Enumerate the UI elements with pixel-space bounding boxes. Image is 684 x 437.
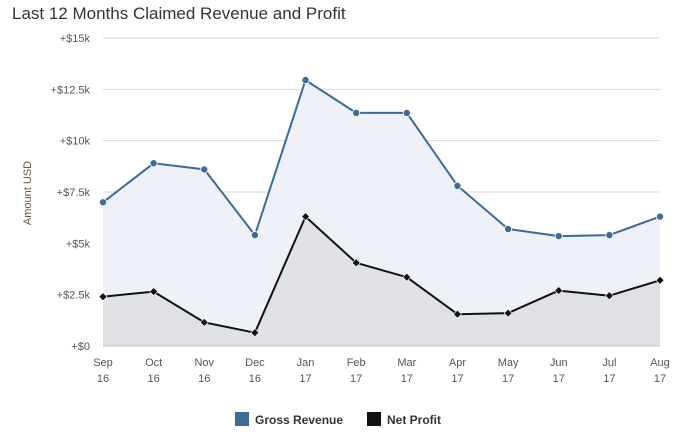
gross-revenue-point	[99, 198, 108, 207]
gross-revenue-point	[200, 165, 209, 174]
x-tick-label: 17	[401, 373, 413, 385]
y-tick-label: +$7.5k	[57, 187, 91, 199]
y-tick-label: +$12.5k	[51, 84, 91, 96]
gross-revenue-point	[301, 76, 310, 85]
x-tick-label: Feb	[347, 357, 366, 369]
x-tick-label: 17	[350, 373, 362, 385]
x-tick-label: Mar	[397, 357, 416, 369]
gross-revenue-point	[656, 212, 665, 221]
net-profit-point	[149, 287, 159, 297]
y-tick-label: +$5k	[66, 238, 91, 250]
net-profit-point	[554, 286, 564, 295]
x-tick-label: May	[498, 357, 519, 369]
y-tick-label: +$15k	[60, 33, 91, 45]
series-lines	[102, 79, 661, 334]
net-profit-point	[503, 308, 513, 318]
x-tick-label: 16	[249, 373, 261, 385]
gross-revenue-point	[149, 159, 158, 168]
legend-label-net-profit: Net Profit	[387, 413, 441, 427]
x-tick-label: Jan	[297, 357, 315, 369]
y-tick-label: +$0	[71, 341, 90, 353]
net-profit-point	[301, 212, 310, 222]
gross-revenue-point	[605, 231, 614, 240]
x-tick-label: 17	[654, 373, 666, 385]
net-profit-point	[199, 317, 209, 327]
legend-swatch-net-profit	[367, 412, 381, 426]
x-tick-label: Sep	[93, 357, 113, 369]
series-areas	[103, 80, 660, 346]
y-axis-label: Amount USD	[22, 161, 34, 225]
x-tick-label: 16	[198, 373, 210, 385]
chart-title: Last 12 Months Claimed Revenue and Profi…	[12, 4, 346, 23]
x-axis: Sep 16 Oct 16 Nov 16 Dec 16 Jan 17 Feb 17 Mar 17 Apr 17…	[93, 345, 670, 385]
x-tick-label: 16	[148, 373, 160, 385]
x-tick-label: Dec	[245, 357, 265, 369]
x-tick-label: Oct	[145, 357, 162, 369]
x-tick-label: 16	[97, 373, 109, 385]
x-tick-label: 17	[451, 373, 463, 385]
x-tick-label: 17	[502, 373, 514, 385]
gross-revenue-point	[453, 181, 462, 190]
legend-label-gross-revenue: Gross Revenue	[255, 413, 343, 427]
x-tick-label: 17	[603, 373, 615, 385]
net-profit-point	[250, 328, 260, 338]
net-profit-point	[351, 258, 361, 268]
gross-revenue-point	[402, 108, 411, 117]
x-tick-label: Jul	[602, 357, 616, 369]
x-tick-label: 17	[299, 373, 311, 385]
net-profit-area	[103, 216, 660, 346]
gross-revenue-point	[250, 231, 259, 240]
gross-revenue-point	[554, 232, 563, 241]
x-tick-label: Aug	[650, 357, 670, 369]
x-tick-label: Nov	[194, 357, 214, 369]
legend: Gross Revenue Net Profit	[235, 412, 441, 427]
net-profit-point	[402, 272, 412, 282]
x-tick-label: Jun	[550, 357, 568, 369]
gross-revenue-line	[102, 79, 661, 238]
x-tick-label: Apr	[449, 357, 466, 369]
gross-revenue-point	[352, 108, 361, 117]
gross-revenue-point	[504, 224, 513, 233]
y-tick-label: +$10k	[60, 136, 91, 148]
net-profit-point	[453, 309, 462, 319]
net-profit-point	[655, 275, 665, 285]
net-profit-point	[98, 292, 108, 302]
legend-swatch-gross-revenue	[235, 412, 249, 426]
net-profit-point	[604, 291, 614, 301]
x-tick-label: 17	[553, 373, 565, 385]
gross-revenue-area	[103, 80, 660, 346]
net-profit-line	[102, 215, 661, 334]
series-markers	[98, 76, 665, 338]
y-tick-label: +$2.5k	[57, 290, 91, 302]
y-axis: +$0 +$2.5k +$5k +$7.5k +$10k +$12.5k +$15k	[51, 33, 91, 353]
